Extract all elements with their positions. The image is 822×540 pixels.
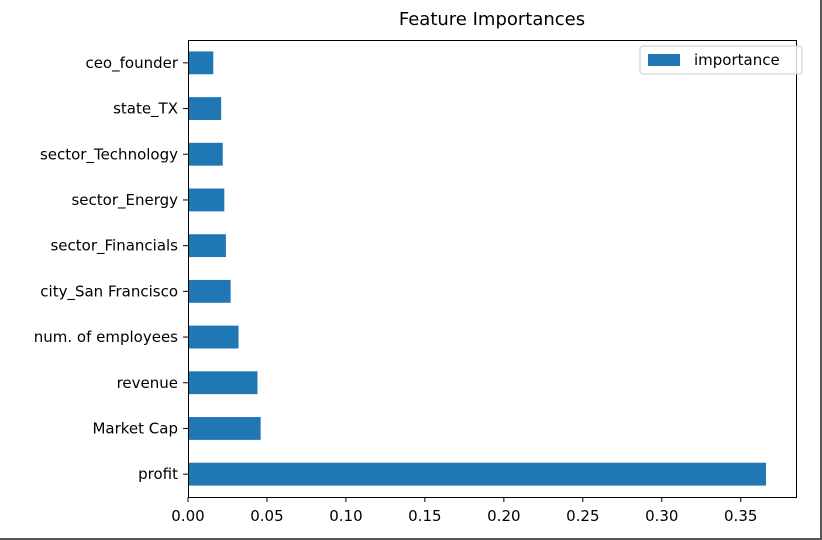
bar-revenue (188, 371, 258, 395)
bar-sector-financials (188, 234, 226, 258)
bar-sector-technology (188, 142, 223, 166)
y-tick-label: sector_Energy (71, 191, 178, 210)
y-tick-label: sector_Technology (40, 145, 178, 164)
axes-frame (188, 40, 797, 498)
y-tick-label: Market Cap (92, 419, 178, 437)
y-tick-label: state_TX (113, 100, 178, 119)
y-tick-label: city_San Francisco (40, 282, 178, 301)
x-tick-label: 0.15 (408, 507, 441, 525)
chart-title: Feature Importances (399, 9, 585, 30)
bar-market-cap (188, 417, 261, 440)
bar-ceo-founder (188, 51, 214, 75)
x-tick-label: 0.00 (171, 507, 204, 525)
bar-sector-energy (188, 188, 225, 212)
x-tick-label: 0.20 (487, 507, 520, 525)
bar-state-tx (188, 97, 222, 120)
x-tick-label: 0.35 (724, 507, 757, 525)
x-tick-label: 0.25 (566, 507, 599, 525)
y-axis-ticks: profit Market Cap revenue num. of employees… (34, 54, 188, 483)
bar-city-san-francisco (188, 279, 231, 303)
y-tick-label: revenue (117, 374, 178, 392)
y-tick-label: profit (138, 465, 178, 483)
legend: importance (639, 45, 803, 75)
bar-profit (188, 462, 766, 486)
legend-box (639, 45, 803, 75)
x-tick-label: 0.30 (645, 507, 678, 525)
x-tick-label: 0.05 (250, 507, 283, 525)
y-tick-label: num. of employees (34, 328, 178, 346)
x-axis-ticks: 0.00 0.05 0.10 0.15 0.20 0.25 0.30 0.35 (171, 497, 757, 525)
x-tick-label: 0.10 (329, 507, 362, 525)
bars-group (188, 51, 766, 486)
bar-num-of-employees (188, 325, 239, 349)
legend-label: importance (694, 51, 780, 69)
y-tick-label: sector_Financials (50, 237, 178, 256)
y-tick-label: ceo_founder (85, 54, 178, 73)
legend-swatch (648, 54, 680, 66)
